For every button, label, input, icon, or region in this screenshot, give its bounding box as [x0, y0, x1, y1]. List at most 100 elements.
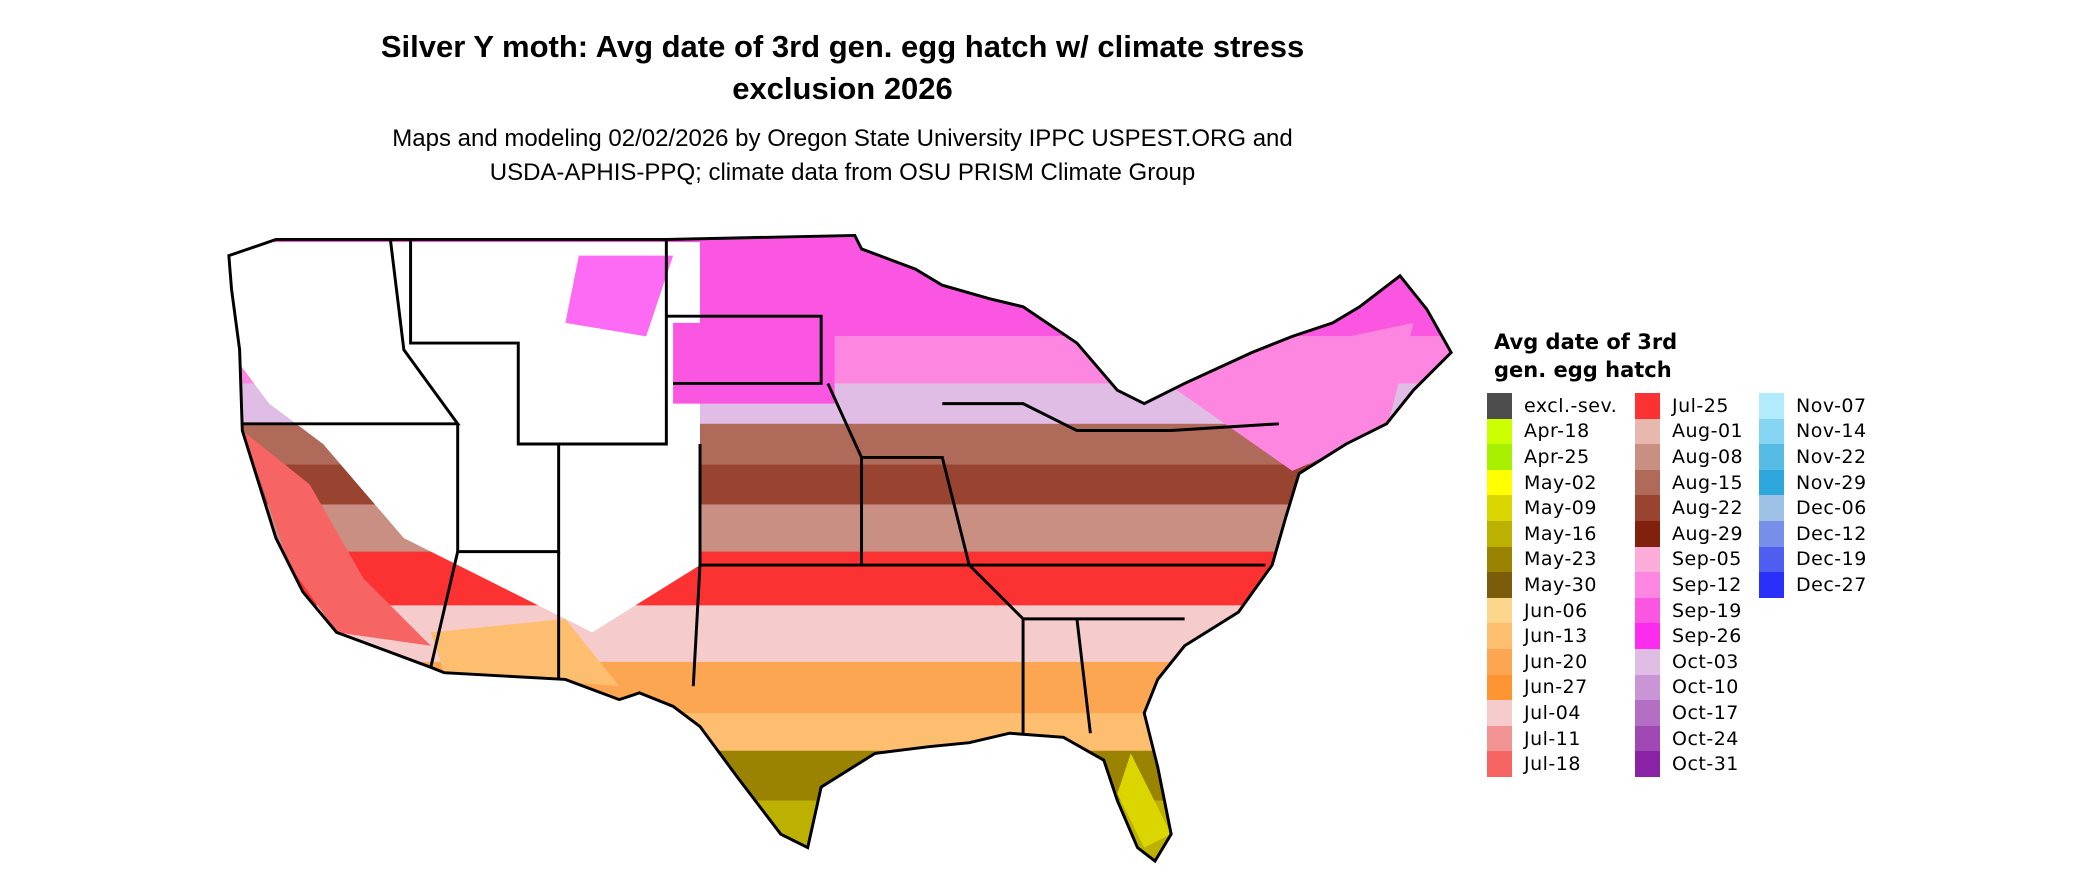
legend-swatch	[1487, 648, 1512, 675]
legend-item: Jun-13	[1487, 623, 1617, 649]
legend-label: Dec-12	[1796, 522, 1867, 545]
map-title: Silver Y moth: Avg date of 3rd gen. egg …	[0, 26, 1685, 110]
legend-swatch	[1487, 520, 1512, 547]
legend-swatch	[1635, 597, 1660, 624]
legend-label: Jul-04	[1524, 701, 1581, 724]
legend-label: Nov-14	[1796, 420, 1867, 443]
legend-item: Apr-18	[1487, 418, 1617, 445]
state-boundaries	[227, 233, 1453, 863]
legend-item: Dec-06	[1759, 495, 1867, 521]
legend-item: Nov-07	[1759, 393, 1867, 419]
legend-swatch	[1759, 520, 1784, 547]
legend-label: Jul-25	[1672, 394, 1729, 417]
legend-swatch	[1635, 674, 1660, 701]
legend-item: Jul-18	[1487, 751, 1617, 777]
legend-swatch	[1759, 469, 1784, 496]
legend-label: Nov-07	[1796, 394, 1867, 417]
legend-item: Jun-27	[1487, 674, 1617, 701]
legend-label: Nov-29	[1796, 471, 1867, 494]
legend-swatch	[1487, 546, 1512, 573]
legend-swatch	[1635, 623, 1660, 649]
legend-label: Oct-17	[1672, 701, 1739, 724]
legend-item: Nov-29	[1759, 469, 1867, 496]
legend-item: Aug-15	[1635, 469, 1743, 496]
legend-item: Aug-01	[1635, 418, 1744, 445]
legend-item: Dec-19	[1759, 546, 1867, 573]
legend-item: Oct-31	[1635, 751, 1743, 777]
legend-item: Jun-20	[1487, 648, 1617, 675]
legend-item: Sep-19	[1635, 597, 1743, 624]
legend-label: Dec-06	[1796, 497, 1867, 520]
legend-item: May-16	[1487, 520, 1617, 547]
legend-item: May-02	[1487, 469, 1617, 496]
legend-item: Jun-06	[1487, 597, 1617, 624]
subtitle-line-2: USDA-APHIS-PPQ; climate data from OSU PR…	[489, 159, 1196, 186]
legend-label: Aug-08	[1672, 445, 1744, 468]
legend-label: Jul-11	[1524, 727, 1581, 750]
legend-swatch	[1635, 418, 1660, 445]
legend-item: May-30	[1487, 572, 1617, 598]
legend-swatch	[1635, 495, 1660, 521]
legend-swatch	[1759, 444, 1784, 470]
map-subtitle: Maps and modeling 02/02/2026 by Oregon S…	[0, 122, 1685, 190]
legend-swatch	[1487, 751, 1512, 777]
legend-label: Nov-22	[1796, 445, 1867, 468]
legend-title-line-2: gen. egg hatch	[1494, 358, 1672, 382]
legend-swatch	[1487, 572, 1512, 598]
title-line-1: Silver Y moth: Avg date of 3rd gen. egg …	[380, 29, 1305, 64]
legend-swatch	[1759, 546, 1784, 573]
legend-label: Dec-27	[1796, 573, 1867, 596]
legend-label: Sep-26	[1672, 625, 1742, 648]
subtitle-line-1: Maps and modeling 02/02/2026 by Oregon S…	[392, 125, 1293, 152]
legend-swatch	[1487, 418, 1512, 445]
legend-label: Jun-27	[1524, 676, 1588, 699]
legend-item: Sep-05	[1635, 546, 1743, 573]
legend-item: Jul-04	[1487, 700, 1617, 726]
legend-item: Dec-27	[1759, 572, 1867, 598]
legend-label: May-09	[1524, 497, 1597, 520]
legend-swatch	[1487, 597, 1512, 624]
legend-swatch	[1487, 674, 1512, 701]
legend-item: Aug-29	[1635, 520, 1743, 547]
legend-column: Nov-07 Nov-14 Nov-22 Nov-29 Dec-06 Dec-12 Dec-…	[1759, 393, 1867, 598]
legend-swatch	[1635, 546, 1660, 573]
legend-item: Apr-25	[1487, 444, 1617, 470]
legend-label: Oct-03	[1672, 650, 1739, 673]
legend-swatch	[1635, 572, 1660, 598]
legend-swatch	[1635, 751, 1660, 777]
legend-swatch	[1487, 469, 1512, 496]
legend-item: May-23	[1487, 546, 1617, 573]
legend-label: Sep-19	[1672, 599, 1742, 622]
legend-swatch	[1635, 444, 1660, 470]
legend-item: Oct-17	[1635, 700, 1743, 726]
legend-title: Avg date of 3rd gen. egg hatch	[1494, 328, 1677, 384]
legend-item: Sep-26	[1635, 623, 1743, 649]
legend: Avg date of 3rd gen. egg hatch excl.-sev…	[1487, 328, 1866, 777]
legend-label: Aug-01	[1672, 420, 1744, 443]
legend-label: May-23	[1524, 548, 1597, 571]
legend-label: Jun-20	[1524, 650, 1588, 673]
legend-swatch	[1759, 393, 1784, 419]
legend-swatch	[1487, 700, 1512, 726]
legend-label: Jun-06	[1524, 599, 1588, 622]
legend-column: excl.-sev. Apr-18 Apr-25 May-02 May-09 May-16…	[1487, 393, 1617, 777]
legend-label: Dec-19	[1796, 548, 1867, 571]
legend-label: Aug-22	[1672, 497, 1744, 520]
legend-swatch	[1487, 444, 1512, 470]
legend-column: Jul-25 Aug-01 Aug-08 Aug-15 Aug-22 Aug-29 Sep-…	[1635, 393, 1743, 777]
legend-swatch	[1635, 648, 1660, 675]
legend-item: excl.-sev.	[1487, 393, 1617, 419]
legend-title-line-1: Avg date of 3rd	[1494, 330, 1678, 354]
legend-label: excl.-sev.	[1524, 394, 1618, 417]
legend-label: Apr-25	[1524, 445, 1590, 468]
legend-swatch	[1759, 495, 1784, 521]
legend-label: Oct-31	[1672, 753, 1739, 776]
hatch-date-raster	[228, 235, 1452, 862]
legend-label: Sep-12	[1672, 573, 1742, 596]
legend-swatch	[1635, 725, 1660, 752]
legend-label: May-16	[1524, 522, 1597, 545]
legend-swatch	[1635, 469, 1660, 496]
legend-item: Jul-25	[1635, 393, 1743, 419]
legend-label: May-30	[1524, 573, 1597, 596]
